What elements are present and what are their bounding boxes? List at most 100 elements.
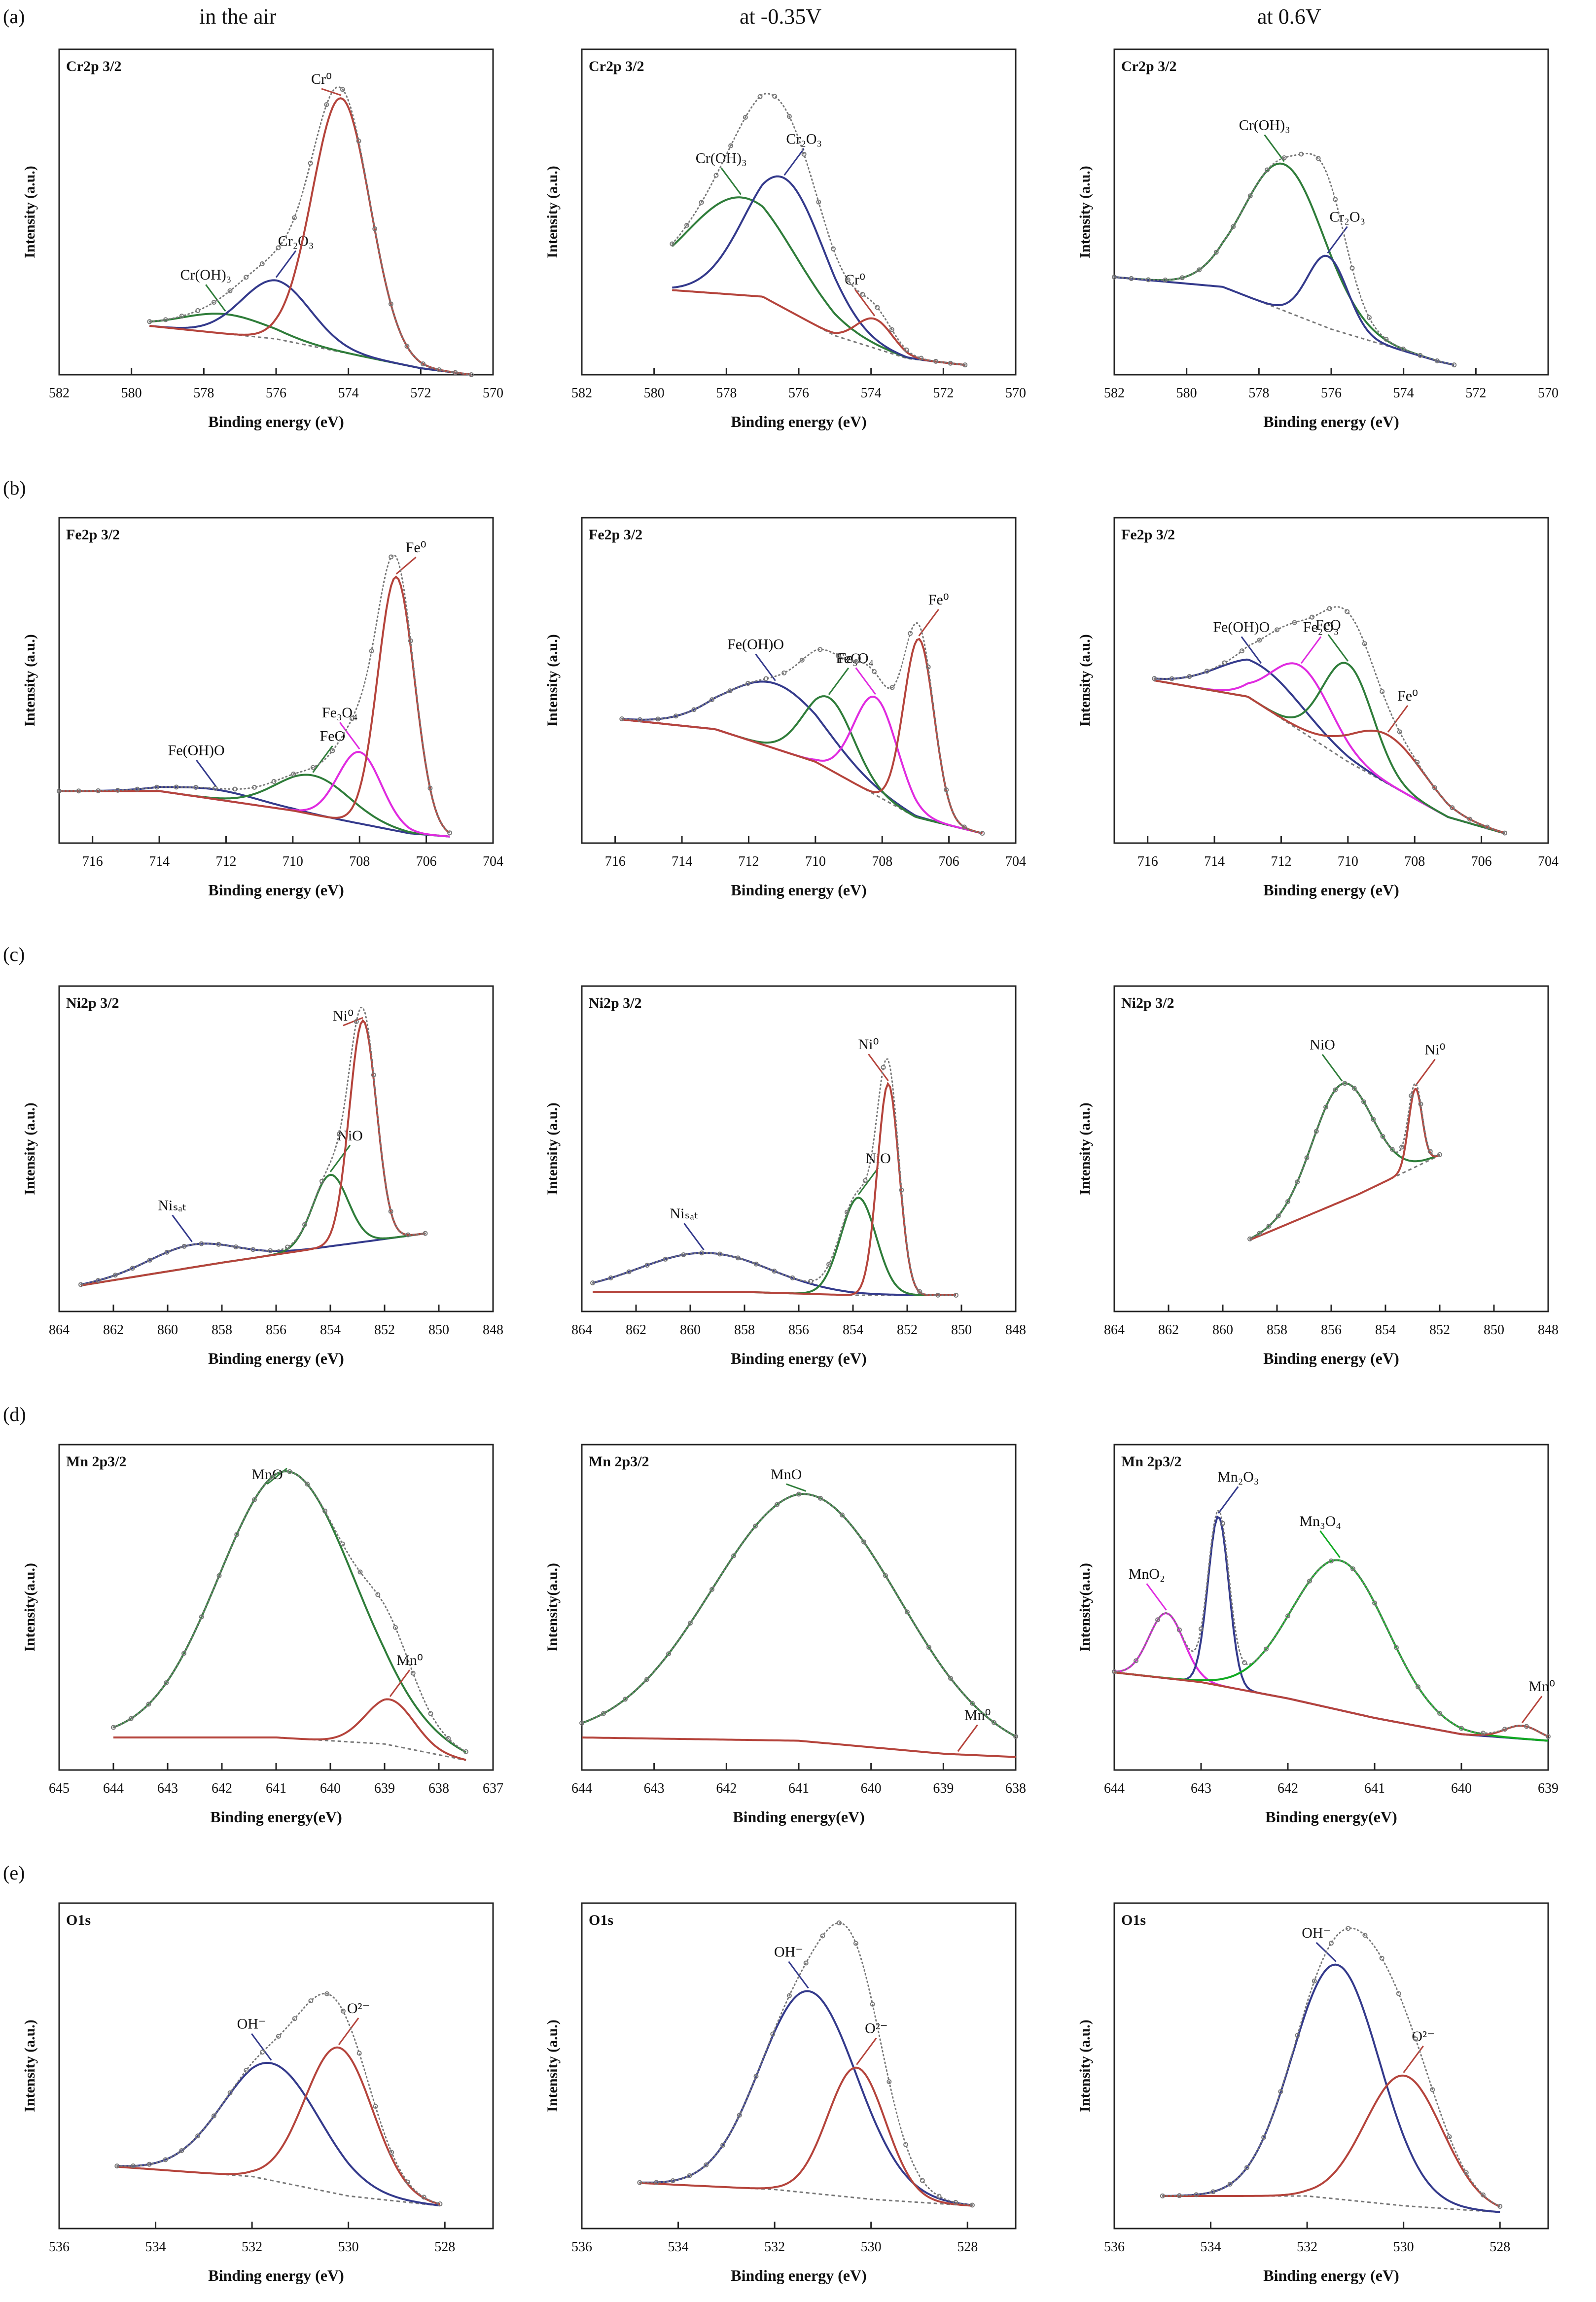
chart-panel-1-1: Fe2p 3/2 Binding energy (eV) Intensity (a.… [544,517,1026,899]
fit-peak-0 [113,1470,466,1753]
data-point [1247,1236,1252,1241]
fit-peak-2 [672,289,965,366]
data-point [1239,648,1244,654]
x-tick-label: 862 [1158,1322,1179,1338]
x-tick-label: 640 [320,1781,341,1796]
x-tick-label: 578 [716,386,737,401]
data-point [1329,1558,1334,1563]
data-point [1418,1101,1423,1107]
data-point [954,1292,958,1298]
peak-arrow-1 [275,250,297,278]
data-point [1169,676,1174,681]
peak-label-2: Fe₃O₄ [322,705,358,721]
data-point [340,1541,345,1547]
data-point [1222,660,1227,666]
peak-label-1: NiO [337,1128,363,1144]
data-point [421,2195,426,2200]
data-point [883,1573,888,1578]
data-point [948,1676,953,1681]
x-axis-label: Binding energy (eV) [731,881,867,899]
x-tick-label: 716 [82,854,103,869]
data-point [1459,1726,1464,1731]
data-point [1409,1093,1414,1098]
data-point [720,2143,725,2148]
x-tick-label: 706 [1471,854,1492,869]
data-point [1129,276,1134,281]
data-point [637,2180,642,2185]
panel-title: Ni2p 3/2 [66,995,119,1011]
data-point [837,1920,842,1926]
data-point [146,1701,151,1707]
data-point [1329,1941,1334,1946]
plot-frame [581,985,1017,1312]
panel-title: Ni2p 3/2 [589,995,642,1011]
chart-panel-3-0: Mn 2p3/2 Binding energy(eV) Intensity(a.u.… [22,1444,503,1826]
peak-label-2: Ni⁰ [333,1008,354,1024]
x-tick-label: 530 [338,2239,359,2255]
data-point [737,2113,742,2118]
data-point [1292,620,1297,625]
x-axis-label: Binding energy(eV) [210,1808,342,1826]
panel-title: Ni2p 3/2 [1121,995,1174,1011]
x-tick-label: 714 [672,854,692,869]
peak-label-0: OH⁻ [774,1944,803,1960]
x-tick-label: 641 [788,1781,809,1796]
data-point [770,2031,776,2037]
data-point [763,676,769,681]
data-point [709,1587,714,1592]
x-tick-label: 852 [374,1322,395,1338]
x-tick-label: 534 [1201,2239,1221,2255]
x-tick-label: 574 [1393,386,1414,401]
data-point [728,143,734,148]
x-tick-label: 570 [483,386,503,401]
x-tick-label: 860 [1212,1322,1233,1338]
x-tick-label: 532 [1297,2239,1317,2255]
data-point [216,1241,221,1247]
panel-title: O1s [589,1912,613,1928]
y-axis-label: Intensity (a.u.) [544,2019,561,2112]
plot-frame [1113,517,1549,844]
x-tick-label: 706 [416,854,437,869]
data-point [786,114,792,119]
data-point [57,788,62,794]
data-point [1427,1149,1433,1154]
x-tick-label: 572 [933,386,954,401]
peak-arrow-1 [389,1669,411,1697]
fit-peak-3 [59,575,451,834]
x-tick-label: 854 [843,1322,863,1338]
x-tick-label: 862 [103,1322,124,1338]
data-point [373,2104,378,2109]
data-point [790,1275,795,1280]
x-tick-label: 576 [1321,386,1342,401]
data-point [260,2050,265,2055]
plot-frame [58,48,494,376]
chart-panel-1-0: Fe2p 3/2 Binding energy (eV) Intensity (a.… [22,517,503,899]
x-tick-label: 530 [1393,2239,1414,2255]
data-point [870,2001,875,2007]
data-point [408,638,413,643]
peak-arrow-2 [868,1054,889,1081]
panel-title: Fe2p 3/2 [66,527,120,543]
plot-frame [58,517,494,844]
data-point [861,1539,866,1545]
peak-label-1: Cr₂O₃ [786,131,822,147]
data-point [970,1700,975,1706]
x-tick-label: 644 [103,1781,124,1796]
x-tick-label: 864 [49,1322,70,1338]
x-tick-label: 856 [1321,1322,1342,1338]
peak-arrow-1 [312,745,333,773]
data-point [992,1720,996,1725]
data-point [775,1502,780,1507]
x-axis-label: Binding energy (eV) [731,413,867,430]
data-point [1502,830,1507,836]
data-point [717,1251,722,1257]
data-point [302,1222,308,1227]
data-point [1304,1155,1310,1161]
experimental-data [112,1470,467,1753]
chart-panel-3-1: Mn 2p3/2 Binding energy(eV) Intensity(a.u.… [544,1444,1026,1826]
data-point [135,786,140,792]
data-point [619,716,625,722]
x-tick-label: 574 [861,386,882,401]
experimental-data [1113,1509,1549,1737]
data-point [1399,1144,1404,1150]
